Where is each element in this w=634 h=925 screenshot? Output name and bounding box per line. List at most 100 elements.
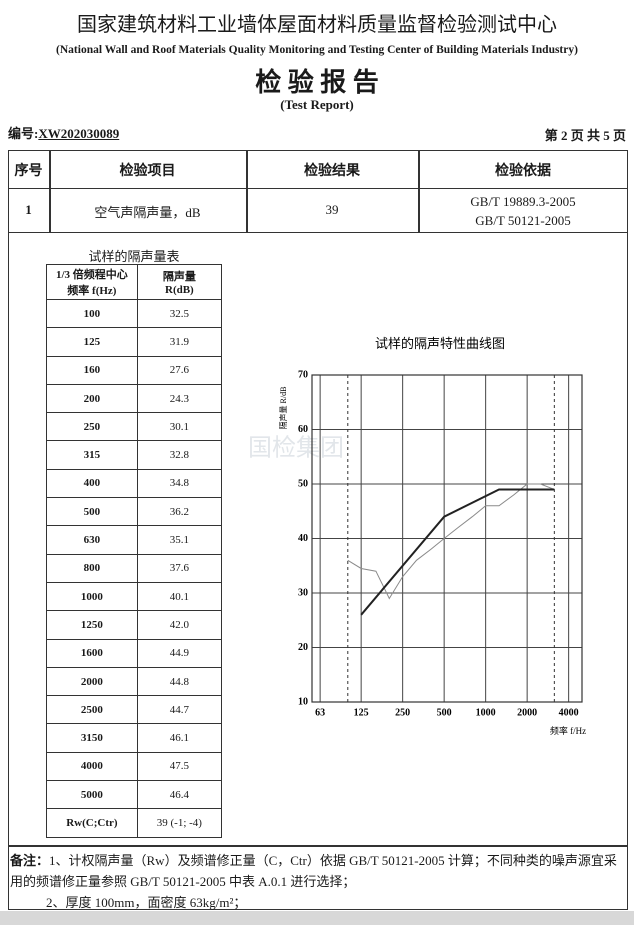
note: 1、计权隔声量（Rw）及频谱修正量（C，Ctr）依据 GB/T 50121-20… [10, 853, 617, 889]
bottom-strip [0, 911, 634, 925]
plot-frame [311, 374, 583, 703]
report-no-label: 编号: [8, 126, 39, 141]
th: 检验结果 [304, 164, 360, 179]
x-axis-label: 频率 f/Hz [550, 725, 586, 736]
sound-row: 1000 40.1 [46, 581, 223, 612]
title: 国家建筑材料工业墙体屋面材料质量监督检验测试中心 [77, 12, 557, 36]
td: 空气声隔声量，dB [94, 205, 201, 220]
th: 检验依据 [495, 164, 551, 179]
col-line [418, 150, 420, 233]
note: 2、厚度 100mm，面密度 63kg/m²； [46, 895, 247, 910]
sound-td: 42.0 [136, 610, 223, 640]
sound-td: 4000 [46, 751, 138, 782]
sound-td: 44.9 [136, 638, 223, 668]
sound-row: 800 37.6 [46, 553, 223, 583]
y-tick-label: 10 [298, 696, 308, 707]
sound-table: 1/3 倍频程中心 频率 f(Hz) 隔声量 R(dB) 100 32.5 125 31.9 1… [46, 264, 223, 838]
sound-td: 125 [46, 327, 138, 357]
sound-td: 250 [46, 412, 138, 442]
x-tick-label: 500 [437, 707, 452, 718]
td: GB/T 19889.3-2005 [470, 194, 576, 209]
series-line [360, 488, 555, 616]
x-tick-label: 250 [395, 707, 410, 718]
sound-td: 500 [46, 497, 138, 527]
sound-td: 39 (-1; -4) [136, 808, 223, 838]
sound-row: 3150 46.1 [46, 723, 223, 753]
x-tick-label: 63 [315, 707, 325, 718]
sound-row: 630 35.1 [46, 525, 223, 555]
sound-row: 2000 44.8 [46, 666, 223, 697]
sound-row: 4000 47.5 [46, 751, 223, 782]
sound-row: 2500 44.7 [46, 695, 223, 725]
sound-th-line: 1/3 倍频程中心 [55, 269, 128, 281]
sound-td: 5000 [46, 780, 138, 810]
sound-td: 31.9 [136, 327, 223, 357]
sound-table-title: 试样的隔声量表 [88, 249, 180, 264]
sound-td: 1250 [46, 610, 138, 640]
sound-td: 35.1 [136, 525, 223, 555]
sound-row: Rw(C;Ctr) 39 (-1; -4) [46, 808, 223, 838]
sound-th: 1/3 倍频程中心 频率 f(Hz) [46, 264, 138, 300]
x-tick-label: 2000 [517, 707, 537, 718]
td: 1 [25, 202, 32, 217]
notes-label: 备注： [10, 853, 50, 868]
td: 39 [325, 202, 339, 217]
notes: 备注：1、计权隔声量（Rw）及频谱修正量（C，Ctr）依据 GB/T 50121… [10, 850, 626, 913]
x-tick-label: 1000 [476, 707, 496, 718]
sound-td: 47.5 [136, 751, 223, 782]
watermark: 国检集团 [248, 435, 344, 462]
th: 序号 [14, 164, 43, 179]
y-tick-label: 70 [298, 369, 308, 380]
y-tick-label: 60 [298, 424, 308, 435]
sound-td: 24.3 [136, 383, 223, 414]
report-no: 编号:XW202030089 [8, 123, 119, 142]
chart-title: 试样的隔声特性曲线图 [375, 336, 505, 351]
sound-row: 1600 44.9 [46, 638, 223, 668]
page-info: 第 2 页 共 5 页 [544, 128, 626, 143]
sound-header-row: 1/3 倍频程中心 频率 f(Hz) 隔声量 R(dB) [46, 264, 223, 300]
sound-row: 1250 42.0 [46, 610, 223, 640]
sound-row: 125 31.9 [46, 327, 223, 357]
y-tick-label: 30 [298, 587, 308, 598]
sound-td: 36.2 [136, 497, 223, 527]
sound-td: 44.8 [136, 666, 223, 697]
x-tick-label: 125 [354, 707, 369, 718]
sound-td: 2000 [46, 666, 138, 697]
sound-td: 40.1 [136, 581, 223, 612]
data-row [8, 188, 628, 233]
sound-td: 46.4 [136, 780, 223, 810]
sound-row: 5000 46.4 [46, 780, 223, 810]
sound-th: 隔声量 R(dB) [136, 264, 223, 300]
td: GB/T 50121-2005 [475, 213, 571, 228]
sound-th-line: R(dB) [165, 284, 194, 296]
y-axis-label: 隔声量 R/dB [278, 387, 288, 430]
sound-td: 32.8 [136, 440, 223, 470]
x-tick-label: 4000 [559, 707, 579, 718]
sound-th-line: 频率 f(Hz) [67, 285, 117, 297]
report-title: 检 验 报 告 [255, 68, 379, 97]
sound-row: 200 24.3 [46, 383, 223, 414]
sound-td: 46.1 [136, 723, 223, 753]
sound-td: 630 [46, 525, 138, 555]
series-line [347, 483, 555, 600]
report-title-en: (Test Report) [280, 97, 354, 112]
sound-row: 100 32.5 [46, 298, 223, 329]
sound-td: 315 [46, 440, 138, 470]
sound-row: 400 34.8 [46, 468, 223, 499]
sound-td: 37.6 [136, 553, 223, 583]
notes-line [8, 845, 628, 847]
sound-td: 1000 [46, 581, 138, 612]
th: 检验项目 [119, 164, 176, 179]
sound-th-line: 隔声量 [162, 271, 196, 283]
sound-td: 3150 [46, 723, 138, 753]
col-line [49, 150, 51, 233]
sound-row: 315 32.8 [46, 440, 223, 470]
y-tick-label: 40 [298, 533, 308, 544]
col-line [246, 150, 248, 233]
sound-row: 500 36.2 [46, 497, 223, 527]
subtitle: (National Wall and Roof Materials Qualit… [56, 44, 578, 56]
sound-row: 160 27.6 [46, 355, 223, 385]
sound-td: 44.7 [136, 695, 223, 725]
